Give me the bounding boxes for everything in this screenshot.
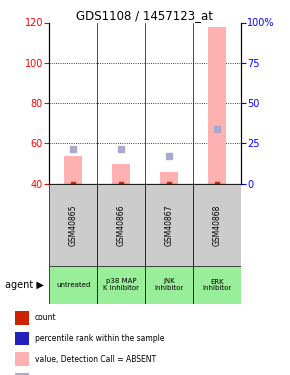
Bar [193, 184, 241, 266]
Bar [145, 184, 193, 266]
Bar [112, 164, 130, 184]
Text: p38 MAP
K inhibitor: p38 MAP K inhibitor [103, 279, 139, 291]
Text: untreated: untreated [56, 282, 90, 288]
Title: GDS1108 / 1457123_at: GDS1108 / 1457123_at [77, 9, 213, 22]
Text: GSM40865: GSM40865 [69, 204, 78, 246]
Bar [145, 266, 193, 304]
Bar [49, 184, 97, 266]
Bar [49, 266, 97, 304]
Text: ERK
inhibitor: ERK inhibitor [202, 279, 231, 291]
Bar [64, 156, 82, 184]
Bar [97, 266, 145, 304]
Text: JNK
inhibitor: JNK inhibitor [154, 279, 184, 291]
Text: percentile rank within the sample: percentile rank within the sample [35, 334, 164, 343]
Text: value, Detection Call = ABSENT: value, Detection Call = ABSENT [35, 355, 156, 364]
Bar [193, 266, 241, 304]
Bar [160, 172, 178, 184]
Text: GSM40867: GSM40867 [164, 204, 173, 246]
Text: agent ▶: agent ▶ [5, 280, 44, 290]
Bar [97, 184, 145, 266]
Text: count: count [35, 314, 57, 322]
Text: GSM40868: GSM40868 [212, 204, 221, 246]
Bar [208, 27, 226, 184]
Text: GSM40866: GSM40866 [117, 204, 126, 246]
